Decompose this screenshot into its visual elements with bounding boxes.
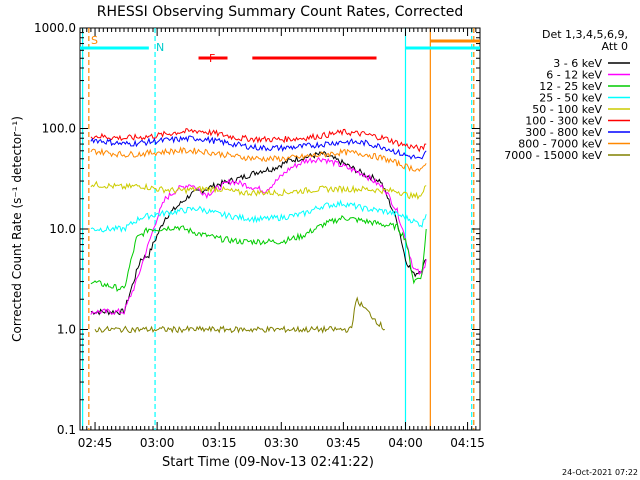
legend-entry-label: 3 - 6 keV <box>553 57 602 70</box>
legend-entry-label: 7000 - 15000 keV <box>504 149 602 162</box>
x-axis-label: Start Time (09-Nov-13 02:41:22) <box>162 455 374 470</box>
time-marker-lines <box>82 28 475 430</box>
flare-flag-label: F <box>209 52 215 65</box>
night-flag-label: N <box>156 41 164 54</box>
y-tick-label: 100.0 <box>42 122 76 136</box>
legend-header-line-1: Det 1,3,4,5,6,9, <box>542 28 628 41</box>
series-line-3 <box>90 199 427 233</box>
legend-header-line-2: Att 0 <box>602 40 628 53</box>
series-line-0 <box>90 150 427 316</box>
legend-entry-label: 25 - 50 keV <box>539 92 602 105</box>
series-line-1 <box>90 156 427 315</box>
y-tick-label: 1.0 <box>57 323 76 337</box>
legend-entry-label: 12 - 25 keV <box>539 80 602 93</box>
x-tick-label: 03:00 <box>140 436 175 450</box>
x-tick-label: 02:45 <box>78 436 113 450</box>
y-tick-label: 0.1 <box>57 423 76 437</box>
x-tick-label: 03:45 <box>326 436 361 450</box>
x-tick-label: 04:15 <box>450 436 485 450</box>
series-line-4 <box>90 180 427 201</box>
plot-area: 0.1 1.0 10.0 100.0 1000.0 02:45 03:00 03:15 03:… <box>34 21 485 450</box>
y-tick-label: 1000.0 <box>34 21 76 35</box>
x-axis-ticks: 02:45 03:00 03:15 03:30 03:45 04:00 04:15 <box>78 28 485 450</box>
series-line-8 <box>94 296 385 334</box>
series-lines <box>90 128 427 334</box>
legend-entry-label: 800 - 7000 keV <box>518 138 602 151</box>
chart-title: RHESSI Observing Summary Count Rates, Co… <box>97 4 463 20</box>
x-tick-label: 03:15 <box>202 436 237 450</box>
saa-flag-label: S <box>91 34 98 47</box>
y-axis-ticks: 0.1 1.0 10.0 100.0 1000.0 <box>34 21 480 437</box>
series-line-5 <box>90 128 427 153</box>
legend-entry-label: 100 - 300 keV <box>525 115 602 128</box>
legend-entry-label: 50 - 100 keV <box>532 103 602 116</box>
legend-entry-label: 300 - 800 keV <box>525 126 602 139</box>
series-line-6 <box>90 135 427 160</box>
footer-date: 24-Oct-2021 07:22 <box>562 468 638 477</box>
x-tick-label: 03:30 <box>264 436 299 450</box>
status-flag-bars <box>80 39 480 60</box>
legend-entry-label: 6 - 12 keV <box>546 69 602 82</box>
y-tick-label: 10.0 <box>49 222 76 236</box>
y-axis-label: Corrected Count Rate (s⁻¹ detector⁻¹) <box>10 116 24 342</box>
x-tick-label: 04:00 <box>388 436 423 450</box>
series-line-7 <box>90 146 427 172</box>
series-line-2 <box>90 215 427 292</box>
